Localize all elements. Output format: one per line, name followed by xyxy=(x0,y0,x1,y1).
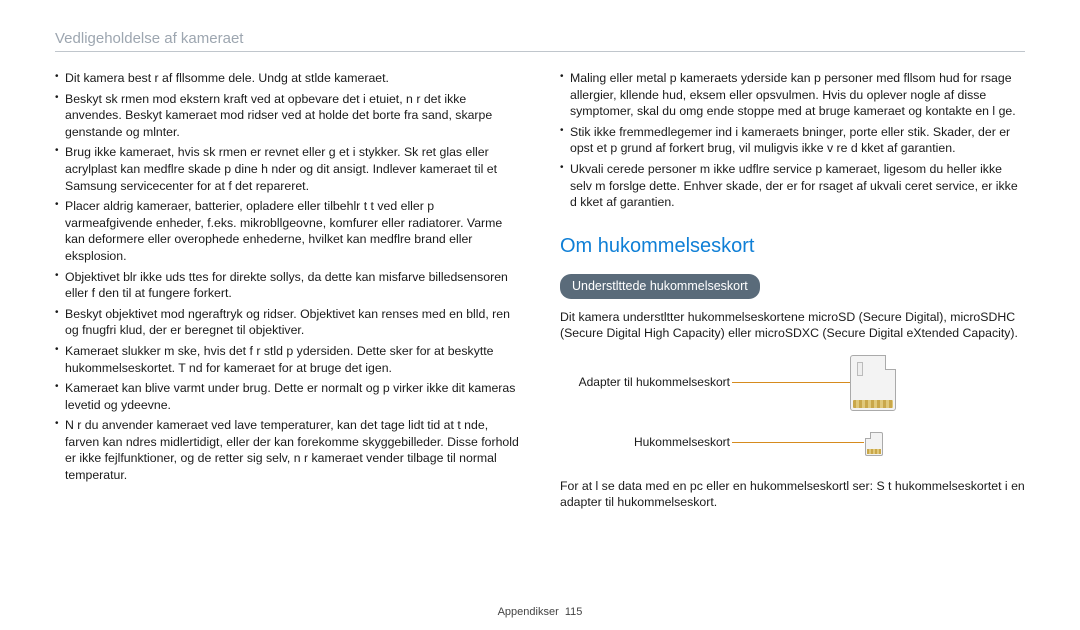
body-bullet: N r du anvender kameraet ved lave temper… xyxy=(55,417,520,483)
sd-adapter-icon xyxy=(850,355,896,411)
leader-line xyxy=(732,442,864,443)
leader-line xyxy=(732,382,850,383)
left-column: Dit kamera best r af fllsomme dele. Undg… xyxy=(55,70,520,511)
footer-label: Appendikser xyxy=(498,606,559,618)
adapter-label: Adapter til hukommelseskort xyxy=(560,374,730,390)
note-text: For at l se data med en pc eller en huko… xyxy=(560,478,1025,511)
footer-page-number: 115 xyxy=(565,606,583,618)
body-bullet: Ukvali cerede personer m ikke udflre ser… xyxy=(560,161,1025,211)
subheading-pill: Understlttede hukommelseskort xyxy=(560,274,760,299)
right-column: Maling eller metal p kameraets yderside … xyxy=(560,70,1025,511)
divider xyxy=(55,51,1025,52)
body-bullet: Kameraet kan blive varmt under brug. Det… xyxy=(55,380,520,413)
two-column-body: Dit kamera best r af fllsomme dele. Undg… xyxy=(55,70,1025,511)
body-bullet: Placer aldrig kameraer, batterier, oplad… xyxy=(55,198,520,264)
body-bullet: Brug ikke kameraet, hvis sk rmen er revn… xyxy=(55,144,520,194)
page-footer: Appendikser 115 xyxy=(0,606,1080,618)
body-bullet: Objektivet blr ikke uds ttes for direkte… xyxy=(55,269,520,302)
card-diagram: Adapter til hukommelseskort Hukommelsesk… xyxy=(560,350,1025,470)
support-text: Dit kamera understltter hukommelseskorte… xyxy=(560,309,1025,342)
body-bullet: Kameraet slukker m ske, hvis det f r stl… xyxy=(55,343,520,376)
body-bullet: Beskyt sk rmen mod ekstern kraft ved at … xyxy=(55,91,520,141)
body-bullet: Maling eller metal p kameraets yderside … xyxy=(560,70,1025,120)
body-bullet: Stik ikke fremmedlegemer ind i kameraets… xyxy=(560,124,1025,157)
body-bullet: Dit kamera best r af fllsomme dele. Undg… xyxy=(55,70,520,87)
manual-page: Vedligeholdelse af kameraet Dit kamera b… xyxy=(0,0,1080,630)
microsd-icon xyxy=(865,432,883,456)
body-bullet: Beskyt objektivet mod ngeraftryk og rids… xyxy=(55,306,520,339)
card-label: Hukommelseskort xyxy=(560,434,730,450)
breadcrumb: Vedligeholdelse af kameraet xyxy=(55,30,1025,47)
section-title: Om hukommelseskort xyxy=(560,233,1025,260)
